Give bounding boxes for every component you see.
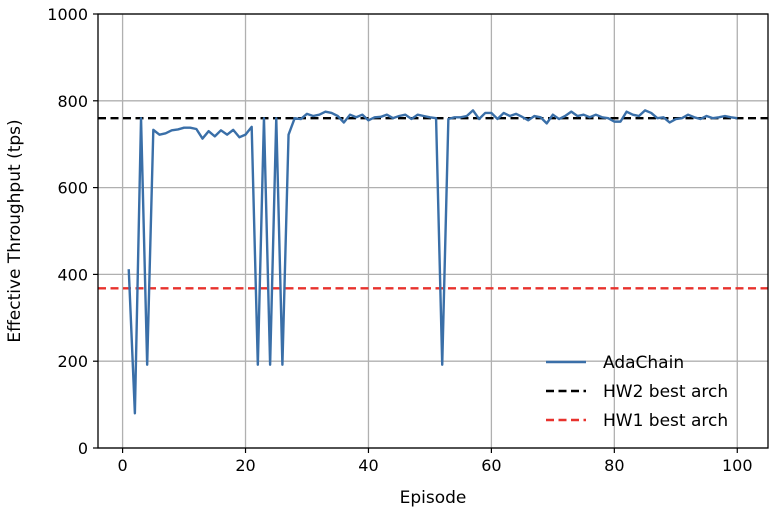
legend: AdaChain HW2 best arch HW1 best arch xyxy=(546,353,728,431)
x-tick-label: 0 xyxy=(117,456,127,475)
legend-label: AdaChain xyxy=(603,353,684,373)
x-tick-label: 60 xyxy=(481,456,501,475)
x-tick-label: 100 xyxy=(722,456,753,475)
y-tick-label: 600 xyxy=(57,179,88,198)
y-tick-label: 800 xyxy=(57,92,88,111)
x-tick-label: 20 xyxy=(235,456,255,475)
reference-lines xyxy=(98,116,768,290)
series-line xyxy=(127,109,738,415)
plot-frame xyxy=(97,13,769,449)
x-tick-label: 40 xyxy=(358,456,378,475)
legend-label: HW2 best arch xyxy=(603,382,728,402)
x-tick-label: 80 xyxy=(604,456,624,475)
y-tick-label: 200 xyxy=(57,352,88,371)
y-tick-label: 400 xyxy=(57,265,88,284)
y-axis-label: Effective Throughput (tps) xyxy=(5,119,25,342)
y-axis-ticks: 0 200 400 600 800 1000 xyxy=(47,5,98,458)
x-axis-ticks: 0 20 40 60 80 100 xyxy=(117,448,753,475)
y-tick-label: 0 xyxy=(78,439,88,458)
legend-label: HW1 best arch xyxy=(603,411,728,431)
x-axis-label: Episode xyxy=(400,488,467,508)
y-tick-label: 1000 xyxy=(47,5,88,24)
series-lines xyxy=(127,109,738,415)
